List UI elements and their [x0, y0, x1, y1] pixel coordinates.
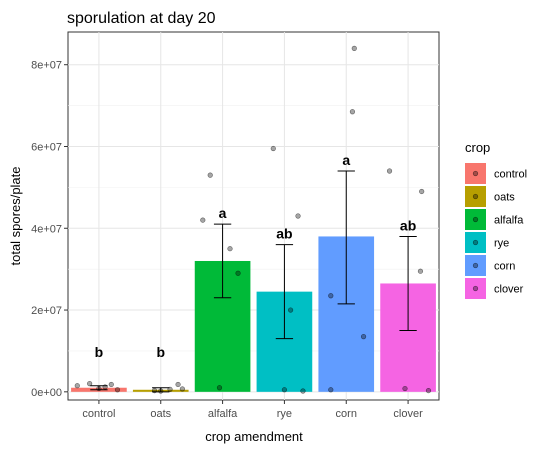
legend-label-alfalfa: alfalfa: [494, 215, 524, 227]
x-axis-title: crop amendment: [205, 429, 303, 444]
data-point: [114, 387, 121, 393]
legend-key-clover: [465, 278, 486, 299]
data-point: [87, 381, 93, 387]
legend-label-oats: oats: [494, 192, 515, 204]
legend-label-control: control: [494, 169, 527, 181]
data-point: [351, 45, 357, 51]
legend-key-point: [472, 193, 479, 200]
data-point: [235, 270, 241, 276]
legend-key-point: [472, 170, 479, 177]
data-point: [349, 109, 356, 115]
data-point: [295, 213, 301, 219]
data-point: [417, 268, 424, 274]
significance-label: b: [95, 344, 104, 360]
data-point: [328, 387, 334, 393]
y-tick-label: 0e+00: [31, 387, 62, 399]
data-point: [425, 387, 432, 394]
data-point: [108, 381, 114, 388]
data-point: [216, 385, 223, 391]
data-point: [360, 334, 367, 340]
data-point: [207, 172, 213, 178]
legend-key-control: [465, 163, 486, 184]
legend-key-rye: [465, 232, 486, 253]
data-point: [270, 145, 276, 152]
significance-label: a: [219, 205, 227, 221]
data-point: [175, 381, 181, 388]
x-tick-label: corn: [336, 408, 357, 420]
data-point: [200, 217, 206, 223]
data-point: [328, 293, 334, 299]
significance-label: ab: [276, 226, 292, 242]
legend-label-corn: corn: [494, 261, 515, 273]
data-point: [179, 386, 185, 392]
x-tick-label: clover: [393, 408, 423, 420]
data-point: [386, 168, 393, 174]
y-axis-title: total spores/plate: [8, 166, 23, 265]
legend-key-point: [472, 216, 479, 223]
chart-title: sporulation at day 20: [67, 10, 216, 27]
data-point: [227, 246, 233, 252]
error-layer: [90, 170, 417, 393]
legend-key-point: [472, 285, 479, 292]
significance-label: a: [342, 152, 350, 168]
legend-key-corn: [465, 255, 486, 276]
legend-key-point: [472, 239, 479, 246]
data-point: [402, 385, 408, 392]
y-tick-label: 2e+07: [31, 305, 62, 317]
legend-key-oats: [465, 186, 486, 207]
y-tick-label: 8e+07: [31, 60, 62, 72]
plot-panel: [67, 31, 440, 401]
y-tick-label: 6e+07: [31, 141, 62, 153]
data-point: [288, 307, 294, 313]
legend-label-clover: clover: [494, 284, 524, 296]
label-layer: b b a ab a ab: [95, 152, 417, 360]
legend-key-point: [472, 262, 479, 269]
x-tick-label: rye: [277, 408, 292, 420]
legend-title: crop: [465, 140, 490, 155]
x-tick-label: alfalfa: [208, 408, 238, 420]
data-point: [281, 387, 288, 393]
x-tick-label: oats: [150, 408, 171, 420]
data-point: [419, 188, 425, 195]
data-point: [74, 383, 80, 389]
y-tick-label: 4e+07: [31, 223, 62, 235]
legend: crop control oats alfalfa rye corn clover: [465, 140, 527, 299]
x-tick-label: control: [82, 408, 115, 420]
axis-layer: 0e+00 2e+07 4e+07 6e+07 8e+07 control oats alfa…: [31, 60, 423, 420]
data-point: [300, 388, 306, 394]
significance-label: ab: [400, 217, 416, 233]
grid-layer: [68, 32, 439, 400]
legend-key-alfalfa: [465, 209, 486, 230]
legend-label-rye: rye: [494, 238, 509, 250]
significance-label: b: [156, 344, 165, 360]
